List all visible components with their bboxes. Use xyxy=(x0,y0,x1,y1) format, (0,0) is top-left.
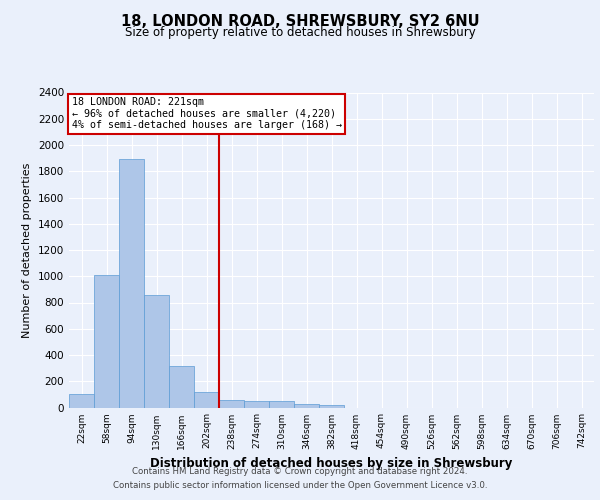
Bar xyxy=(319,405,344,407)
Bar xyxy=(69,394,94,407)
Bar xyxy=(144,294,169,408)
Bar xyxy=(244,401,269,407)
Bar xyxy=(119,160,144,408)
X-axis label: Distribution of detached houses by size in Shrewsbury: Distribution of detached houses by size … xyxy=(151,457,512,470)
Bar xyxy=(219,400,244,407)
Text: Contains HM Land Registry data © Crown copyright and database right 2024.: Contains HM Land Registry data © Crown c… xyxy=(132,467,468,476)
Bar xyxy=(294,404,319,407)
Bar xyxy=(194,392,219,407)
Y-axis label: Number of detached properties: Number of detached properties xyxy=(22,162,32,338)
Text: 18, LONDON ROAD, SHREWSBURY, SY2 6NU: 18, LONDON ROAD, SHREWSBURY, SY2 6NU xyxy=(121,14,479,29)
Text: Size of property relative to detached houses in Shrewsbury: Size of property relative to detached ho… xyxy=(125,26,475,39)
Text: 18 LONDON ROAD: 221sqm
← 96% of detached houses are smaller (4,220)
4% of semi-d: 18 LONDON ROAD: 221sqm ← 96% of detached… xyxy=(71,97,341,130)
Bar xyxy=(169,366,194,408)
Text: Contains public sector information licensed under the Open Government Licence v3: Contains public sector information licen… xyxy=(113,481,487,490)
Bar xyxy=(269,401,294,407)
Bar xyxy=(94,275,119,407)
